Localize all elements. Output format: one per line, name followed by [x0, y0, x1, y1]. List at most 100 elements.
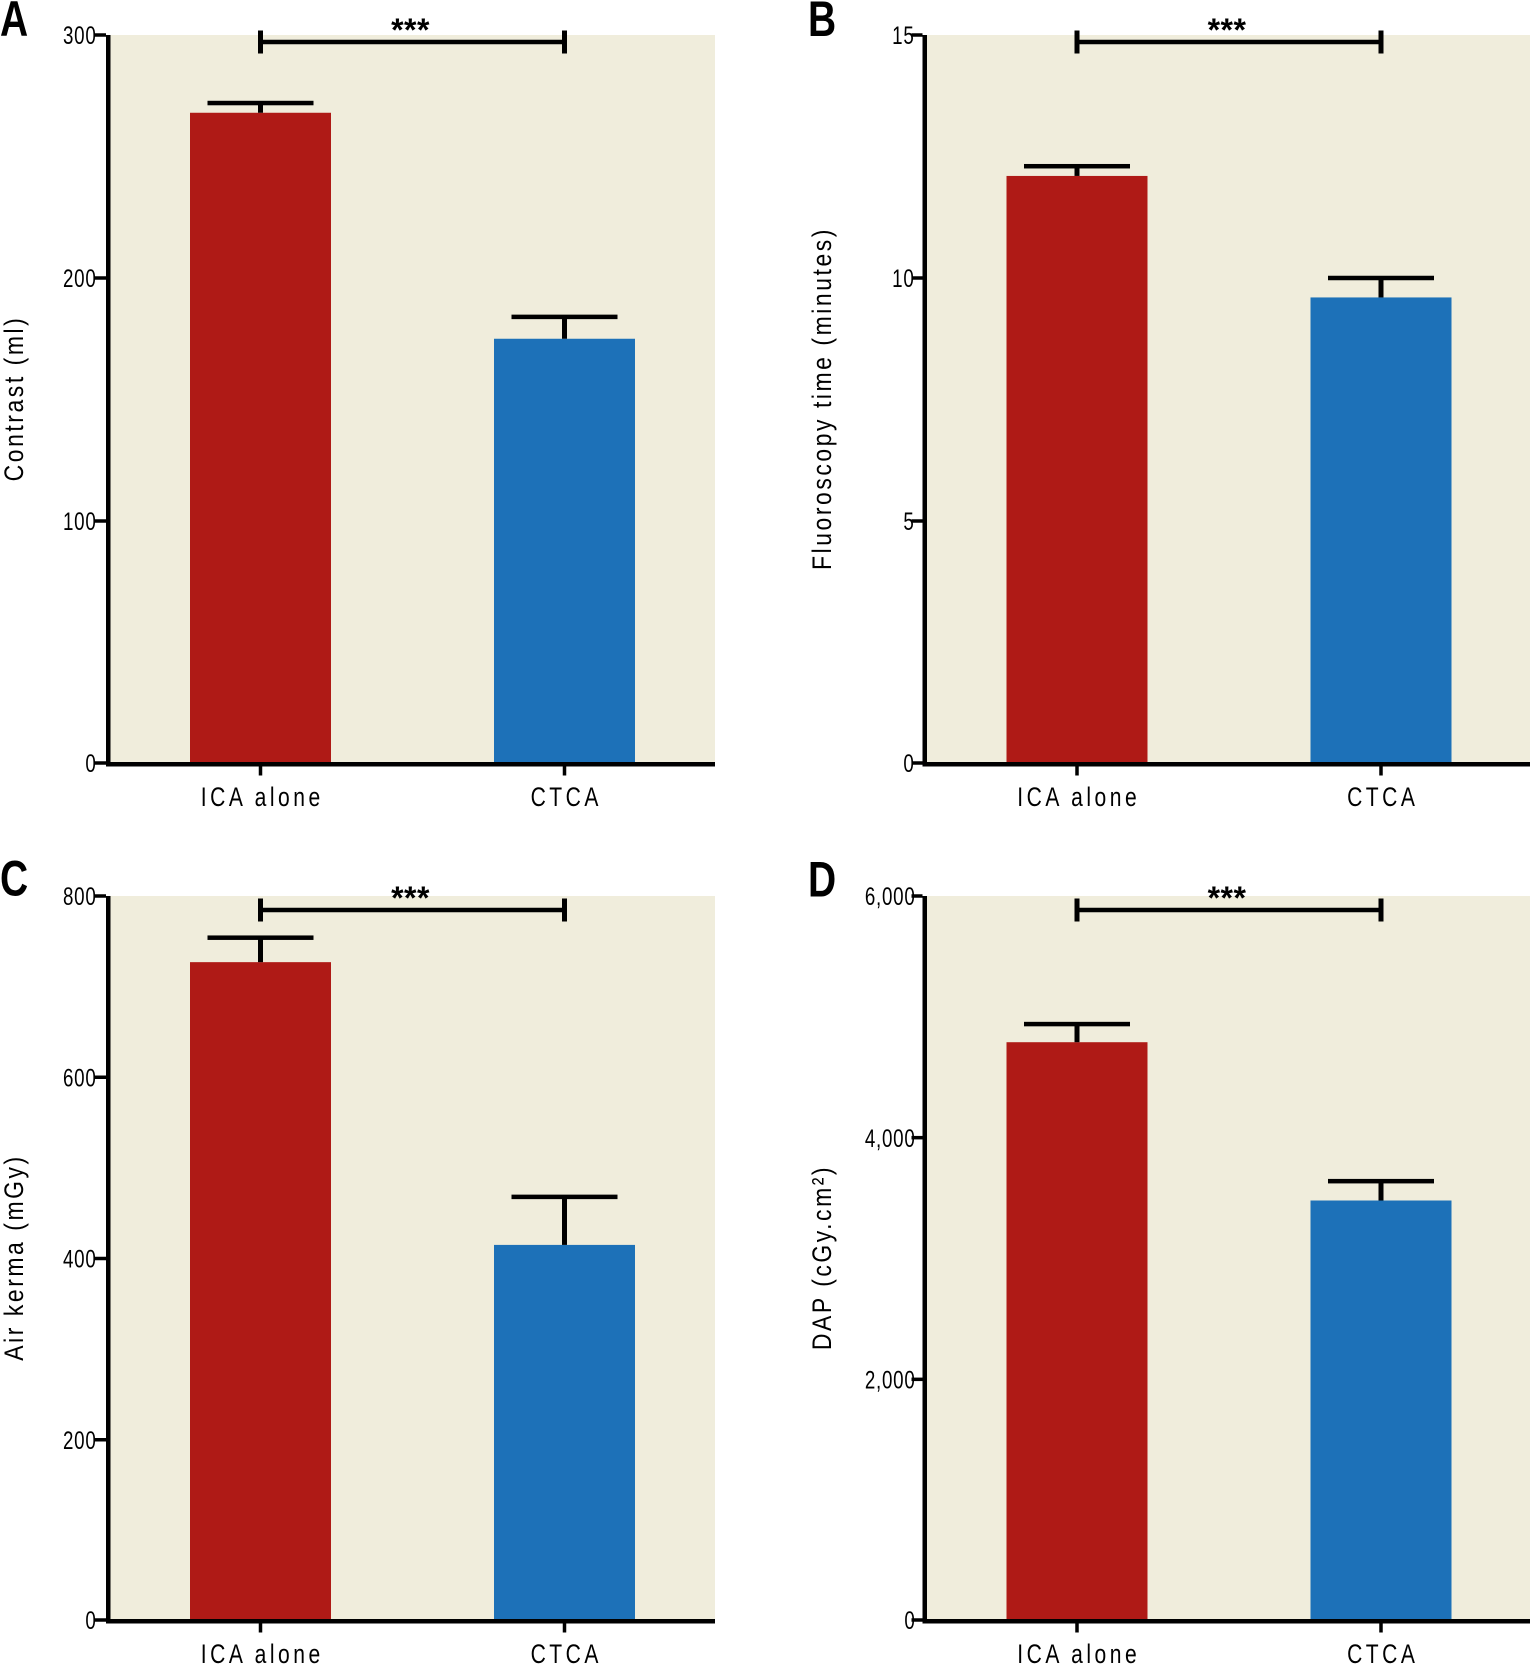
y-tick-label: 300 [63, 21, 97, 49]
x-category-label: CTCA [1347, 1639, 1418, 1669]
y-axis-line [106, 896, 111, 1624]
y-tick-label: 800 [63, 882, 97, 910]
y-tick-label: 0 [904, 1606, 915, 1634]
y-axis-title: DAP (cGy.cm²) [807, 1165, 837, 1350]
significance-bracket-line [260, 907, 565, 913]
error-bar-cap [1024, 163, 1130, 169]
y-axis-line [922, 35, 927, 767]
x-tick-mark [258, 1623, 263, 1633]
bar-ica-alone [1006, 1042, 1148, 1621]
bar-ctca [1310, 1200, 1452, 1621]
error-bar-line [258, 103, 263, 113]
significance-bracket-line [1077, 907, 1381, 913]
error-bar-cap [1328, 275, 1434, 281]
y-tick-label: 4,000 [865, 1124, 916, 1152]
y-axis-title: Contrast (ml) [0, 316, 29, 482]
x-category-label: ICA alone [1017, 782, 1140, 812]
y-tick-mark [95, 761, 106, 765]
x-tick-mark [258, 766, 263, 776]
y-tick-label: 0 [903, 749, 914, 777]
bar-ica-alone [190, 962, 331, 1621]
y-tick-mark [911, 761, 923, 765]
x-tick-mark [1075, 766, 1079, 776]
x-tick-mark [1075, 1623, 1079, 1633]
error-bar-cap [207, 935, 314, 940]
bar-ctca [494, 1244, 635, 1621]
significance-bracket-line [260, 39, 565, 45]
error-bar-line [1378, 1181, 1384, 1201]
x-category-label: CTCA [531, 1639, 602, 1669]
y-tick-mark [911, 276, 923, 280]
x-category-label: ICA alone [201, 782, 324, 812]
significance-stars: *** [1208, 12, 1247, 48]
panel-letter: C [0, 850, 28, 907]
x-category-label: ICA alone [1017, 1639, 1140, 1669]
x-tick-mark [1379, 766, 1383, 776]
panel-letter: B [808, 0, 836, 47]
panel-c: 0 200 400 600 800 ICA alone CTCA Air kerma (mGy… [0, 850, 715, 1670]
panel-b: 0 5 10 15 ICA alone CTCA Fluoroscopy time (min… [807, 0, 1530, 813]
bar-ica-alone [190, 112, 331, 764]
y-tick-mark [95, 1075, 106, 1079]
x-category-label: CTCA [531, 782, 602, 812]
y-tick-label: 200 [63, 1426, 97, 1454]
panel-d: 0 2,000 4,000 6,000 ICA alone CTCA DAP (cGy.cm… [807, 851, 1530, 1670]
error-bar-cap [1328, 1178, 1434, 1184]
y-tick-mark [911, 33, 923, 37]
significance-stars: *** [1208, 880, 1247, 916]
y-tick-mark [911, 1135, 923, 1140]
bar-ica-alone [1006, 175, 1148, 764]
error-bar-cap [207, 100, 314, 106]
y-axis-line [922, 896, 927, 1624]
error-bar-line [1074, 1024, 1080, 1043]
y-tick-label: 400 [63, 1245, 97, 1273]
y-tick-mark [911, 894, 923, 898]
panel-letter: A [0, 0, 28, 47]
y-tick-mark [911, 1618, 923, 1622]
x-tick-mark [562, 1623, 567, 1633]
y-axis-line [106, 35, 111, 767]
x-category-label: CTCA [1347, 782, 1418, 812]
x-tick-mark [562, 766, 567, 776]
x-tick-mark [1379, 1623, 1383, 1633]
y-tick-label: 10 [892, 264, 914, 292]
x-axis-line [922, 1619, 1530, 1624]
error-bar-line [1378, 278, 1384, 298]
y-tick-label: 100 [63, 507, 97, 535]
bar-ctca [1310, 297, 1452, 764]
significance-stars: *** [391, 880, 430, 916]
y-tick-mark [95, 894, 106, 898]
bar-ctca [494, 338, 635, 764]
panel-a: 0 100 200 300 ICA alone CTCA Contrast (ml) *** A [0, 0, 715, 813]
panel-letter: D [808, 851, 836, 908]
x-axis-line [106, 1619, 715, 1624]
error-bar-cap [511, 1194, 618, 1200]
y-tick-mark [911, 519, 923, 523]
error-bar-line [1074, 166, 1080, 176]
y-tick-label: 0 [85, 749, 96, 777]
x-axis-line [922, 762, 1530, 767]
error-bar-line [562, 316, 567, 339]
y-tick-label: 2,000 [865, 1366, 916, 1394]
y-tick-label: 200 [63, 264, 97, 292]
error-bar-line [562, 1196, 567, 1245]
error-bar-cap [511, 314, 618, 320]
y-tick-mark [95, 1438, 106, 1442]
error-bar-line [258, 937, 263, 963]
significance-stars: *** [391, 12, 430, 48]
y-tick-label: 600 [63, 1064, 97, 1092]
significance-bracket-line [1077, 39, 1381, 45]
x-category-label: ICA alone [201, 1639, 324, 1669]
y-axis-title: Fluoroscopy time (minutes) [807, 227, 837, 570]
y-tick-label: 6,000 [865, 882, 916, 910]
y-tick-mark [95, 1618, 106, 1622]
y-tick-mark [911, 1377, 923, 1382]
y-tick-label: 0 [85, 1606, 96, 1634]
y-tick-mark [95, 1256, 106, 1261]
y-tick-label: 15 [892, 21, 914, 49]
error-bar-cap [1024, 1021, 1130, 1027]
y-tick-mark [95, 33, 106, 37]
y-tick-label: 5 [903, 507, 914, 535]
